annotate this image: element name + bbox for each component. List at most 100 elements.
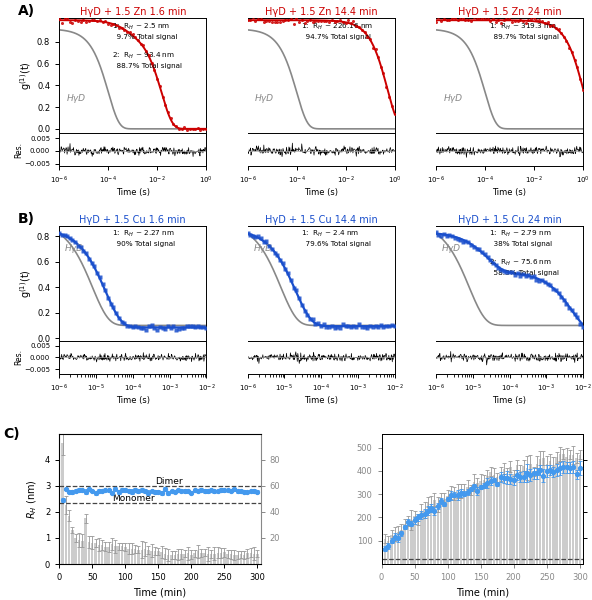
Text: HγD: HγD: [443, 94, 462, 103]
Bar: [250, 553, 252, 564]
Bar: [555, 457, 558, 564]
Bar: [134, 549, 136, 564]
Bar: [473, 482, 475, 564]
Bar: [230, 554, 232, 564]
Bar: [163, 554, 166, 564]
Bar: [453, 494, 455, 564]
Bar: [207, 554, 209, 564]
Bar: [173, 555, 176, 564]
X-axis label: Time (min): Time (min): [133, 587, 186, 598]
Bar: [394, 533, 396, 564]
X-axis label: Time (s): Time (s): [116, 188, 150, 197]
Bar: [509, 467, 511, 564]
Bar: [240, 554, 242, 564]
Bar: [157, 551, 160, 564]
Bar: [81, 541, 83, 564]
Bar: [71, 530, 73, 564]
Bar: [68, 516, 70, 564]
X-axis label: Time (s): Time (s): [493, 188, 526, 197]
Bar: [522, 466, 525, 564]
Bar: [61, 443, 64, 564]
Text: B): B): [18, 212, 35, 226]
Bar: [466, 487, 469, 564]
Bar: [194, 553, 196, 564]
Bar: [400, 530, 403, 564]
Bar: [476, 483, 479, 564]
Bar: [559, 454, 561, 564]
Bar: [114, 546, 117, 564]
Bar: [578, 455, 581, 564]
Bar: [513, 475, 515, 564]
Text: HγD: HγD: [253, 244, 272, 253]
Bar: [85, 518, 87, 564]
Bar: [446, 496, 449, 564]
Bar: [184, 554, 186, 564]
Text: 1:  R$_H$ ~ 226.16 nm
  94.7% Total signal: 1: R$_H$ ~ 226.16 nm 94.7% Total signal: [301, 22, 373, 40]
Bar: [104, 547, 107, 564]
Bar: [180, 554, 183, 564]
Bar: [117, 546, 120, 564]
Bar: [469, 490, 472, 564]
Text: HγD: HγD: [66, 94, 86, 103]
Bar: [154, 551, 156, 564]
Bar: [187, 553, 189, 564]
Bar: [78, 540, 81, 564]
Bar: [490, 472, 492, 564]
Bar: [253, 554, 255, 564]
Bar: [407, 521, 409, 564]
Bar: [137, 550, 140, 564]
Text: Monomer: Monomer: [112, 494, 155, 503]
Bar: [127, 549, 130, 564]
Bar: [404, 524, 406, 564]
Bar: [440, 498, 442, 564]
Bar: [506, 473, 509, 564]
Bar: [197, 551, 199, 564]
Bar: [131, 549, 133, 564]
Bar: [91, 543, 94, 564]
Bar: [480, 481, 482, 564]
Bar: [536, 464, 538, 564]
Bar: [170, 555, 173, 564]
Bar: [526, 468, 528, 564]
Bar: [217, 553, 219, 564]
Bar: [390, 535, 392, 564]
Bar: [65, 505, 67, 564]
X-axis label: Time (s): Time (s): [116, 395, 150, 404]
Bar: [450, 492, 452, 564]
Bar: [436, 505, 439, 564]
Bar: [430, 503, 432, 564]
Bar: [150, 551, 153, 564]
Bar: [499, 474, 502, 564]
Bar: [167, 555, 169, 564]
Text: 1:  R$_H$ ~ 2.5 nm
  9.7% Total signal

2:  R$_H$ ~ 93.4 nm
  88.7% Total signal: 1: R$_H$ ~ 2.5 nm 9.7% Total signal 2: R…: [112, 22, 182, 68]
Bar: [420, 511, 423, 564]
Bar: [243, 555, 246, 564]
Bar: [549, 461, 551, 564]
X-axis label: Time (s): Time (s): [304, 188, 338, 197]
Bar: [147, 550, 150, 564]
Y-axis label: Res.: Res.: [14, 142, 22, 158]
Title: HγD + 1.5 Cu 14.4 min: HγD + 1.5 Cu 14.4 min: [265, 215, 378, 225]
Bar: [417, 519, 419, 564]
Bar: [410, 520, 413, 564]
X-axis label: Time (s): Time (s): [493, 395, 526, 404]
Bar: [503, 469, 505, 564]
Text: 1:  R$_H$ ~ 2.4 nm
  79.6% Total signal: 1: R$_H$ ~ 2.4 nm 79.6% Total signal: [301, 229, 371, 247]
Bar: [486, 476, 488, 564]
Bar: [433, 500, 436, 564]
Bar: [111, 544, 113, 564]
Bar: [236, 555, 239, 564]
Bar: [246, 553, 249, 564]
Bar: [519, 470, 522, 564]
Bar: [101, 545, 104, 564]
Bar: [562, 454, 565, 564]
Bar: [124, 547, 127, 564]
Bar: [210, 554, 213, 564]
Title: HγD + 1.5 Zn 14.4 min: HγD + 1.5 Zn 14.4 min: [265, 7, 378, 17]
Bar: [121, 546, 123, 564]
Bar: [213, 554, 215, 564]
Bar: [427, 502, 429, 564]
Text: 1:  R$_H$ ~ 2.27 nm
  90% Total signal: 1: R$_H$ ~ 2.27 nm 90% Total signal: [112, 229, 175, 247]
Bar: [459, 491, 462, 564]
Bar: [256, 554, 259, 564]
